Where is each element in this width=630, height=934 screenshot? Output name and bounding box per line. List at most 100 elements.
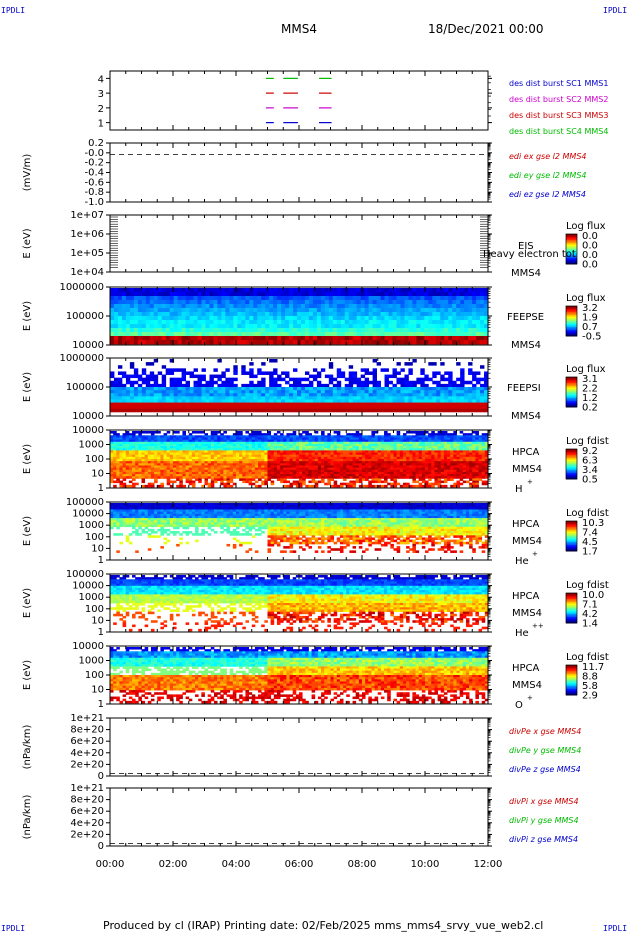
heatmap-cell — [364, 368, 370, 372]
heatmap-cell — [484, 371, 489, 375]
heatmap-cell — [141, 408, 147, 413]
heatmap-cell — [472, 371, 477, 375]
heatmap-cell — [169, 467, 174, 471]
heatmap-cell — [444, 377, 449, 382]
colorbar-segment — [566, 256, 577, 259]
heatmap-cell — [476, 312, 481, 317]
heatmap-cell — [264, 478, 268, 481]
heatmap-cell — [448, 288, 453, 293]
heatmap-cell — [297, 405, 302, 410]
heatmap-cell — [204, 433, 209, 436]
heatmap-cell — [314, 469, 319, 473]
heatmap-cell — [312, 308, 318, 313]
heatmap-cell — [472, 393, 477, 397]
heatmap-cell — [408, 288, 413, 293]
heatmap-cell — [436, 390, 441, 394]
heatmap-cell — [356, 377, 362, 382]
heatmap-cell — [305, 484, 309, 488]
heatmap-cell — [468, 308, 473, 313]
heatmap-cell — [352, 452, 357, 456]
heatmap-cell — [163, 448, 168, 451]
heatmap-cell — [147, 452, 152, 456]
heatmap-cell — [484, 316, 489, 321]
heatmap-cell — [333, 476, 338, 479]
heatmap-cell — [128, 469, 133, 473]
heatmap-cell — [364, 288, 370, 293]
heatmap-cell — [129, 380, 135, 385]
heatmap-cell — [286, 471, 290, 475]
heatmap-cell — [160, 450, 164, 453]
heatmap-cell — [258, 476, 262, 479]
heatmap-cell — [308, 439, 312, 443]
heatmap-cell — [149, 332, 155, 337]
heatmap-cell — [141, 471, 146, 475]
heatmap-cell — [217, 459, 221, 462]
heatmap-cell — [460, 390, 465, 394]
heatmap-cell — [349, 469, 353, 473]
heatmap-cell — [388, 296, 393, 301]
heatmap-cell — [300, 296, 306, 301]
heatmap-cell — [281, 320, 286, 325]
heatmap-cell — [154, 463, 158, 466]
heatmap-cell — [157, 396, 163, 400]
heatmap-cell — [408, 320, 413, 325]
heatmap-cell — [201, 463, 205, 466]
heatmap-cell — [476, 408, 481, 413]
heatmap-cell — [452, 292, 457, 297]
heatmap-cell — [295, 439, 300, 443]
heatmap-cell — [376, 336, 381, 341]
heatmap-cell — [245, 308, 250, 313]
heatmap-cell — [209, 399, 214, 403]
heatmap-cell — [380, 328, 385, 333]
heatmap-cell — [201, 459, 205, 462]
heatmap-cell — [456, 387, 461, 391]
heatmap-cell — [352, 467, 357, 471]
heatmap-cell — [193, 399, 198, 403]
heatmap-cell — [336, 316, 342, 321]
heatmap-cell — [349, 454, 353, 458]
heatmap-cell — [273, 371, 278, 375]
heatmap-cell — [440, 408, 445, 413]
heatmap-cell — [392, 387, 397, 391]
heatmap-cell — [181, 402, 186, 407]
heatmap-cell — [308, 304, 314, 309]
heatmap-cell — [188, 461, 193, 464]
heatmap-cell — [173, 340, 179, 345]
heatmap-cell — [280, 433, 284, 436]
heatmap-cell — [336, 402, 342, 407]
heatmap-cell — [352, 439, 357, 443]
heatmap-cell — [173, 336, 179, 341]
heatmap-cell — [480, 288, 485, 293]
heatmap-cell — [249, 308, 254, 313]
heatmap-cell — [242, 480, 246, 484]
heatmap-cell — [154, 469, 158, 473]
heatmap-cell — [302, 431, 306, 434]
heatmap-cell — [254, 456, 259, 460]
heatmap-cell — [300, 377, 306, 382]
heatmap-cell — [286, 448, 290, 451]
heatmap-cell — [207, 435, 212, 438]
heatmap-cell — [289, 467, 294, 471]
heatmap-cell — [166, 482, 171, 486]
heatmap-cell — [213, 459, 218, 462]
heatmap-cell — [346, 469, 350, 473]
heatmap-cell — [285, 402, 290, 407]
heatmap-cell — [352, 435, 357, 438]
heatmap-cell — [352, 292, 358, 297]
heatmap-cell — [217, 374, 222, 379]
heatmap-cell — [207, 450, 212, 453]
heatmap-cell — [452, 296, 457, 301]
heatmap-cell — [330, 448, 335, 451]
heatmap-cell — [121, 387, 127, 391]
heatmap-cell — [270, 463, 275, 466]
heatmap-cell — [207, 441, 212, 445]
heatmap-cell — [226, 471, 231, 475]
heatmap-cell — [157, 288, 163, 293]
heatmap-cell — [371, 450, 375, 453]
heatmap-cell — [283, 480, 287, 484]
heatmap-cell — [169, 465, 174, 469]
heatmap-cell — [113, 435, 117, 438]
heatmap-cell — [316, 408, 322, 413]
heatmap-cell — [198, 431, 202, 434]
heatmap-cell — [245, 292, 250, 297]
